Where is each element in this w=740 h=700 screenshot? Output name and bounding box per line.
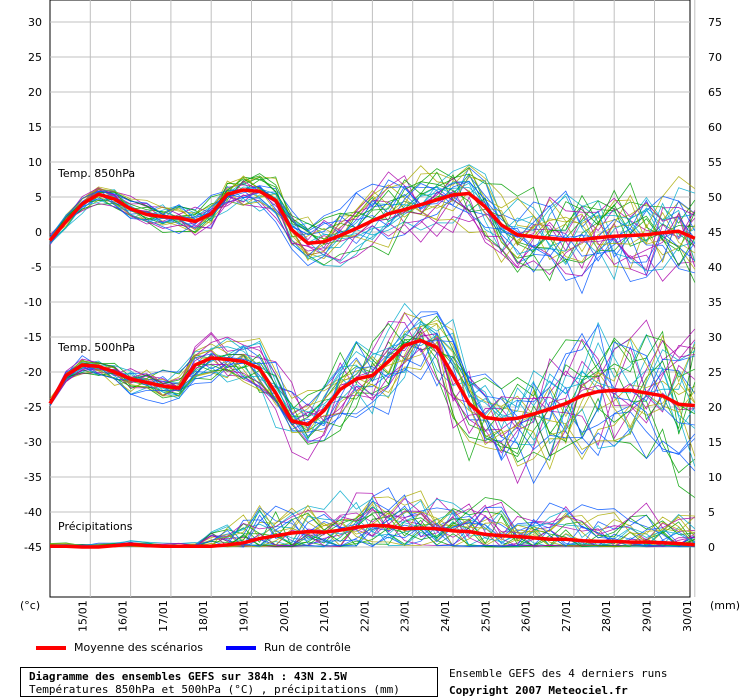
mean-line-t500 <box>48 338 695 427</box>
y-right-tick: 70 <box>708 51 722 64</box>
chart-title: Diagramme des ensembles GEFS sur 384h : … <box>29 670 347 683</box>
copyright: Copyright 2007 Meteociel.fr <box>449 684 628 697</box>
mean-line-precip <box>50 523 695 549</box>
x-tick-label: 15/01 <box>76 600 89 632</box>
y-left-tick: -5 <box>31 261 42 274</box>
x-tick-label: 16/01 <box>117 600 130 632</box>
member-line <box>49 340 695 440</box>
y-left-unit: (°c) <box>20 599 40 612</box>
grid <box>49 0 696 598</box>
x-tick-label: 20/01 <box>278 600 291 632</box>
y-axis-left: 30 25 20 15 10 5 0 -5 -10 -15 -20 -25 -30 -35 -40 -45 <box>24 16 42 554</box>
member-line <box>49 187 696 277</box>
member-line <box>49 171 696 268</box>
member-line <box>49 175 696 262</box>
y-right-tick: 75 <box>708 16 722 29</box>
x-tick-label: 25/01 <box>479 600 492 632</box>
member-line <box>49 179 696 281</box>
y-right-tick: 5 <box>708 506 715 519</box>
x-tick-label: 24/01 <box>439 600 452 632</box>
legend-control-swatch <box>226 645 256 650</box>
member-line <box>49 311 696 485</box>
x-tick-label: 19/01 <box>238 600 251 632</box>
y-left-tick: 0 <box>35 226 42 239</box>
member-line <box>49 171 696 271</box>
y-left-tick: 25 <box>28 51 42 64</box>
y-right-tick: 15 <box>708 436 722 449</box>
y-right-tick: 55 <box>708 156 722 169</box>
panel-label-t850: Temp. 850hPa <box>57 167 135 180</box>
ensemble-runs-note: Ensemble GEFS des 4 derniers runs <box>449 667 668 680</box>
member-line <box>49 336 695 454</box>
member-line <box>49 181 696 248</box>
plot-frame <box>49 0 691 598</box>
y-right-tick: 65 <box>708 86 722 99</box>
mean-line-t850 <box>48 188 696 245</box>
member-line <box>49 327 695 429</box>
panel-label-t500: Temp. 500hPa <box>57 341 135 354</box>
x-tick-label: 21/01 <box>318 600 331 632</box>
member-line <box>49 313 696 460</box>
member-line <box>49 330 696 445</box>
y-left-tick: 15 <box>28 121 42 134</box>
y-right-tick: 25 <box>708 366 722 379</box>
member-line <box>49 498 696 548</box>
mean-series <box>48 188 696 549</box>
y-left-tick: -20 <box>24 366 42 379</box>
y-left-tick: 10 <box>28 156 42 169</box>
y-left-tick: 20 <box>28 86 42 99</box>
y-left-tick: -35 <box>24 471 42 484</box>
member-line <box>49 179 696 282</box>
legend-mean: Moyenne des scénarios <box>36 641 203 654</box>
member-line <box>49 188 695 264</box>
member-line <box>49 186 695 272</box>
side-info: Ensemble GEFS des 4 derniers runs Copyri… <box>449 665 668 699</box>
legend-mean-label: Moyenne des scénarios <box>74 641 203 654</box>
y-left-tick: -10 <box>24 296 42 309</box>
x-tick-label: 23/01 <box>399 600 412 632</box>
y-right-tick: 50 <box>708 191 722 204</box>
legend-mean-swatch <box>36 645 66 650</box>
member-line <box>49 180 695 266</box>
x-tick-label: 26/01 <box>520 600 533 632</box>
member-line <box>49 321 696 461</box>
member-line <box>49 331 695 447</box>
x-tick-label: 29/01 <box>641 600 654 632</box>
chart-subtitle: Températures 850hPa et 500hPa (°C) , pré… <box>29 683 400 696</box>
x-tick-label: 22/01 <box>358 600 371 632</box>
member-line <box>49 321 696 429</box>
x-tick-label: 30/01 <box>681 600 694 632</box>
y-left-tick: 30 <box>28 16 42 29</box>
y-right-tick: 60 <box>708 121 722 134</box>
y-right-tick: 45 <box>708 226 722 239</box>
y-left-tick: -25 <box>24 401 42 414</box>
member-line <box>49 183 696 267</box>
panel-label-precip: Précipitations <box>58 520 133 533</box>
x-tick-label: 17/01 <box>157 600 170 632</box>
y-left-tick: -15 <box>24 331 42 344</box>
x-tick-label: 27/01 <box>560 600 573 632</box>
x-axis: 15/01 16/01 17/01 18/01 19/01 20/01 21/01 22/01… <box>76 600 694 632</box>
y-right-tick: 20 <box>708 401 722 414</box>
y-right-tick: 35 <box>708 296 722 309</box>
y-right-tick: 10 <box>708 471 722 484</box>
y-left-tick: 5 <box>35 191 42 204</box>
y-left-tick: -45 <box>24 541 42 554</box>
legend-control: Run de contrôle <box>226 641 351 654</box>
y-left-tick: -40 <box>24 506 42 519</box>
y-right-tick: 40 <box>708 261 722 274</box>
y-right-tick: 30 <box>708 331 722 344</box>
x-tick-label: 28/01 <box>600 600 613 632</box>
legend-control-label: Run de contrôle <box>264 641 351 654</box>
y-right-tick: 0 <box>708 541 715 554</box>
chart-info-box: Diagramme des ensembles GEFS sur 384h : … <box>20 667 438 697</box>
x-tick-label: 18/01 <box>197 600 210 632</box>
y-right-unit: (mm) <box>710 599 740 612</box>
y-left-tick: -30 <box>24 436 42 449</box>
member-line <box>49 352 695 457</box>
member-line <box>49 337 696 432</box>
